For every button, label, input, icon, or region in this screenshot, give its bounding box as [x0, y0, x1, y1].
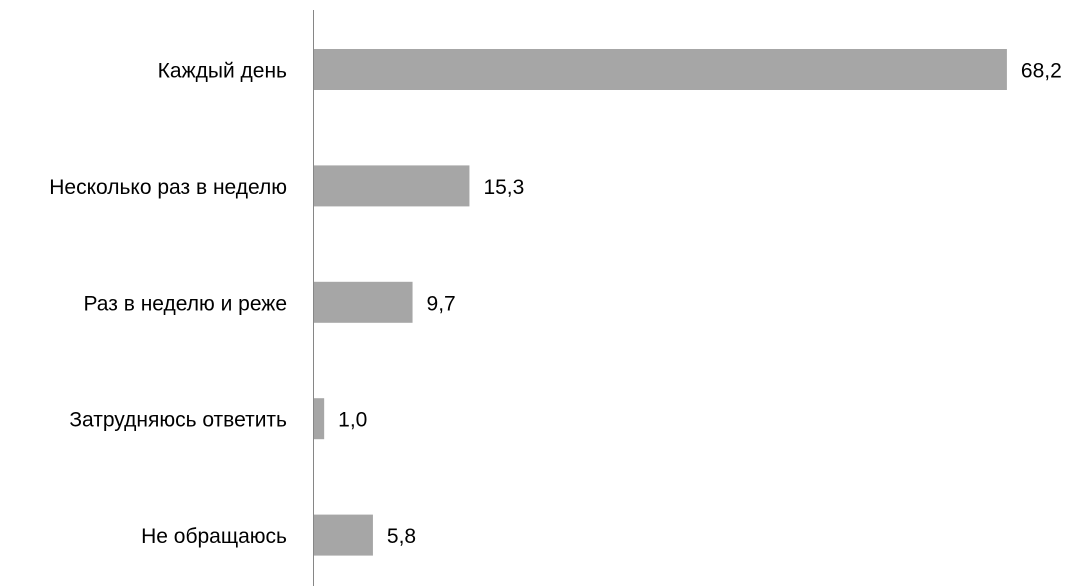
bar-row: Раз в неделю и реже 9,7	[83, 281, 456, 323]
bar-row: Не обращаюсь 5,8	[141, 514, 416, 556]
bar	[314, 514, 373, 556]
category-label: Затрудняюсь ответить	[69, 409, 287, 432]
bar-row: Несколько раз в неделю 15,3	[49, 165, 524, 207]
category-label: Каждый день	[158, 60, 287, 83]
bar-row: Затрудняюсь ответить 1,0	[69, 398, 367, 440]
category-label: Раз в неделю и реже	[83, 292, 287, 315]
category-label: Не обращаюсь	[141, 525, 287, 548]
data-label: 68,2	[1021, 60, 1062, 83]
data-label: 1,0	[338, 409, 367, 432]
bar	[314, 281, 413, 323]
bar	[314, 165, 470, 207]
category-label: Несколько раз в неделю	[49, 176, 287, 199]
data-label: 15,3	[483, 176, 524, 199]
bar	[314, 398, 325, 440]
data-label: 5,8	[387, 525, 416, 548]
bar-row: Каждый день 68,2	[158, 49, 1062, 90]
data-label: 9,7	[427, 292, 456, 315]
bar-rows: Каждый день 68,2 Несколько раз в неделю 15,…	[49, 49, 1062, 556]
bar	[314, 49, 1007, 90]
